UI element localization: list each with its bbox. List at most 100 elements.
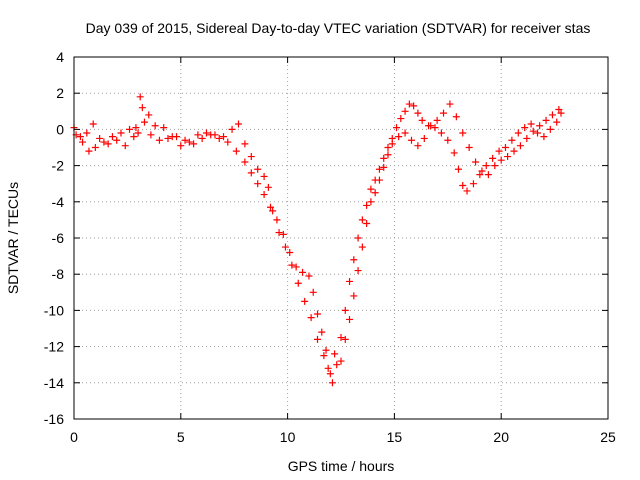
data-point [491, 162, 499, 170]
data-point [536, 122, 544, 130]
data-point [113, 136, 121, 144]
data-point [367, 185, 375, 193]
data-point [380, 154, 388, 162]
data-point [160, 124, 168, 132]
data-point [301, 297, 309, 305]
data-point [540, 133, 548, 141]
data-point [384, 144, 392, 151]
data-point [375, 176, 383, 184]
data-point [542, 116, 550, 124]
data-point [224, 138, 232, 146]
data-point [211, 131, 219, 139]
data-point [117, 129, 125, 137]
data-point [363, 201, 371, 209]
data-point [459, 182, 467, 190]
data-point [350, 256, 358, 264]
data-point [405, 100, 413, 108]
data-point [510, 147, 518, 155]
data-point [395, 133, 403, 141]
data-point [341, 306, 349, 314]
y-tick-label: 4 [56, 49, 64, 65]
data-point [465, 144, 473, 151]
data-point [548, 111, 556, 119]
y-tick-label: -12 [44, 339, 64, 355]
data-point [318, 328, 326, 336]
data-point [337, 357, 345, 365]
grid [74, 57, 608, 419]
data-point [414, 142, 422, 150]
x-axis-label: GPS time / hours [288, 458, 395, 474]
data-point [181, 136, 189, 144]
data-point [337, 334, 345, 342]
data-point [380, 163, 388, 171]
data-point [314, 310, 322, 318]
plot-area [70, 93, 565, 387]
data-point [292, 263, 300, 271]
data-point [232, 147, 240, 155]
data-point [407, 136, 415, 144]
data-point [104, 140, 112, 148]
data-point [346, 315, 354, 323]
data-point [96, 134, 104, 142]
data-point [482, 162, 490, 170]
data-point [521, 124, 529, 132]
data-point [228, 125, 236, 133]
data-point [557, 109, 565, 117]
data-point [241, 158, 249, 166]
data-point [523, 134, 531, 142]
data-point [126, 125, 134, 133]
data-point [388, 140, 396, 148]
data-point [495, 147, 503, 155]
data-point [76, 133, 84, 141]
data-point [108, 133, 116, 141]
data-point [198, 134, 206, 142]
data-point [121, 142, 129, 150]
data-point [546, 125, 554, 133]
data-point [264, 183, 272, 191]
data-point [326, 370, 334, 378]
data-point [418, 116, 426, 124]
data-point [414, 109, 422, 117]
data-point [168, 133, 176, 141]
data-point [147, 131, 155, 139]
data-point [305, 272, 313, 280]
data-point [155, 136, 163, 144]
y-tick-label: 2 [56, 85, 64, 101]
y-tick-label: 0 [56, 121, 64, 137]
plot-frame [73, 56, 609, 420]
x-tick-label: 5 [177, 429, 185, 445]
series-track-b [72, 100, 563, 372]
data-point [375, 165, 383, 173]
data-point [346, 277, 354, 285]
data-point [281, 243, 289, 251]
data-point [354, 267, 362, 275]
data-point [341, 335, 349, 343]
y-tick-label: -14 [44, 375, 64, 391]
data-point [433, 116, 441, 124]
data-point [350, 292, 358, 300]
data-point [269, 207, 277, 215]
data-point [331, 350, 339, 358]
data-point [514, 129, 522, 137]
data-point [437, 129, 445, 137]
data-point [275, 229, 283, 237]
data-point [440, 109, 448, 117]
data-point [472, 158, 480, 166]
data-point [202, 129, 210, 137]
data-point [145, 111, 153, 119]
axis-ticks: 0 5 10 15 20 25 -16 -14 -12 -10 -8 -6 -4 -2 0 2 4 [44, 49, 616, 445]
data-point [294, 279, 302, 287]
series-track-a [70, 93, 565, 387]
data-point [177, 142, 185, 150]
data-point [427, 122, 435, 130]
data-point [397, 115, 405, 123]
data-point [497, 156, 505, 164]
data-point [140, 118, 148, 126]
data-point [371, 189, 379, 197]
data-point [476, 171, 484, 179]
data-point [130, 133, 138, 141]
data-point [151, 122, 159, 130]
y-tick-label: -10 [44, 302, 64, 318]
data-point [79, 138, 87, 146]
